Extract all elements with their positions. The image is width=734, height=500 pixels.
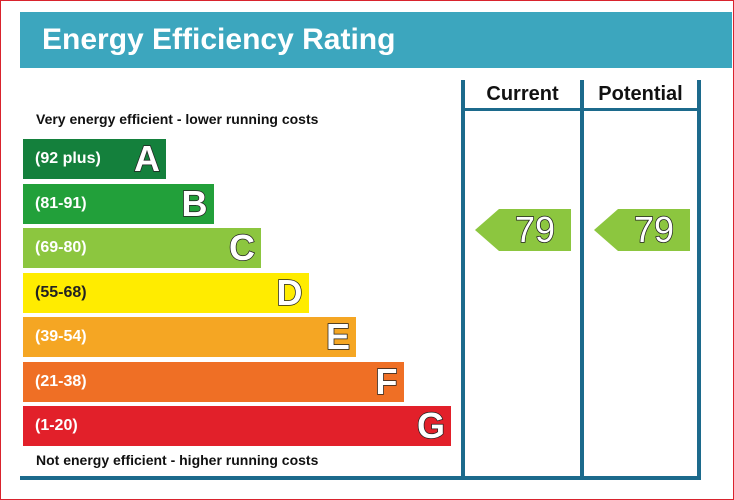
top-caption: Very energy efficient - lower running co… xyxy=(36,111,319,127)
column-header-potential: Potential xyxy=(598,83,683,105)
band-range-label: (21-38) xyxy=(35,372,87,390)
band-g: (1-20) G xyxy=(23,404,451,447)
column-divider-right xyxy=(697,80,701,478)
band-f: (21-38) F xyxy=(23,360,404,403)
band-range-label: (1-20) xyxy=(35,417,78,434)
band-range-label: (92 plus) xyxy=(35,150,101,167)
band-e: (39-54) E xyxy=(23,315,356,358)
current-rating-value: 79 xyxy=(514,209,556,251)
band-letter: E xyxy=(325,315,351,358)
band-d: (55-68) D xyxy=(23,271,309,314)
bottom-border xyxy=(20,476,701,480)
bottom-caption: Not energy efficient - higher running co… xyxy=(36,452,319,468)
band-range-label: (69-80) xyxy=(35,239,87,256)
band-letter: A xyxy=(133,137,161,180)
header-underline xyxy=(461,108,701,111)
column-divider-left xyxy=(461,80,465,478)
band-letter: C xyxy=(228,226,256,269)
band-b: (81-91) B xyxy=(23,182,214,225)
band-range-label: (39-54) xyxy=(35,328,87,345)
column-header-current: Current xyxy=(486,83,559,105)
band-c: (69-80) C xyxy=(23,226,261,269)
chart-title: Energy Efficiency Rating xyxy=(20,12,732,68)
band-a: (92 plus) A xyxy=(23,137,166,180)
column-divider-middle xyxy=(580,80,584,478)
potential-rating-value: 79 xyxy=(633,209,675,251)
band-letter: G xyxy=(416,404,446,447)
band-range-label: (55-68) xyxy=(35,283,87,301)
band-letter: D xyxy=(276,271,304,314)
band-range-label: (81-91) xyxy=(35,194,87,212)
band-letter: B xyxy=(181,182,209,225)
current-rating-arrow: 79 xyxy=(475,209,571,251)
potential-rating-arrow: 79 xyxy=(594,209,690,251)
band-letter: F xyxy=(375,360,399,403)
